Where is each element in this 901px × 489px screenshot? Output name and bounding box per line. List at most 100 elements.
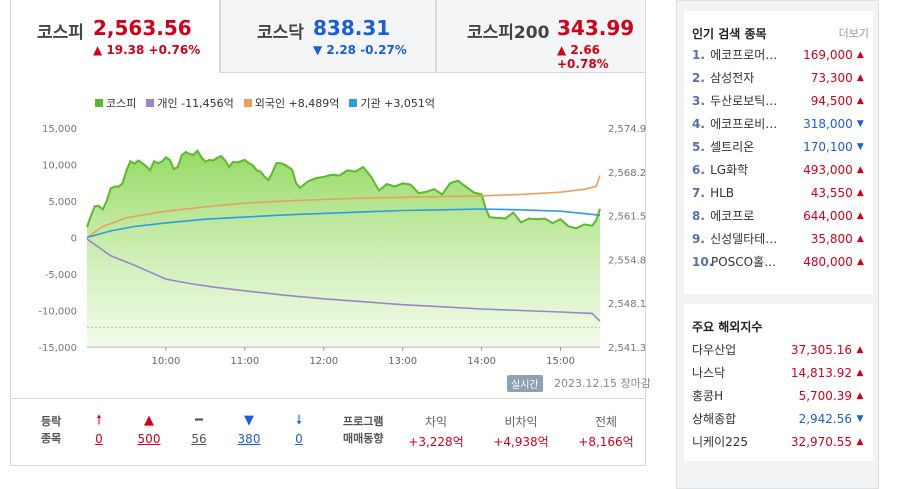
index-name[interactable]: 상해종합 (692, 412, 737, 426)
y-left-tick-label: 5,000 (48, 197, 77, 208)
stock-name[interactable]: 에코프로머… (710, 48, 778, 62)
up-arrow-icon: ▲ (856, 72, 864, 83)
popular-title: 인기 검색 종목 (692, 27, 767, 41)
overseas-index-row[interactable]: 니케이225 32,970.55 ▲ (692, 430, 868, 453)
kospi-area (87, 150, 600, 347)
y-left-tick-label: -15,000 (38, 343, 77, 354)
market-breadth-panel: 등락 종목 🠕 0 ▲ 500 ━ 56 ▼ 380 🠗 0 프로그램 매매동향 차익 +3,22… (10, 398, 646, 466)
upper-limit-arrow-icon: 🠕 (96, 413, 102, 428)
breadth-count[interactable]: 0 (95, 432, 103, 446)
popular-stock-row[interactable]: 10. POSCO홀… 480,000 ▲ (692, 250, 868, 273)
up-arrow-icon: ▲ (856, 210, 864, 221)
up-arrow-icon: ▲ (856, 95, 864, 106)
index-name[interactable]: 니케이225 (692, 435, 749, 449)
lower-limit-arrow-icon: 🠗 (296, 413, 302, 428)
stock-rank: 10. (692, 254, 714, 269)
flat-bar-icon: ━ (195, 413, 203, 428)
breadth-count[interactable]: 56 (191, 432, 207, 446)
stock-name[interactable]: 셀트리온 (710, 140, 755, 154)
more-link[interactable]: 더보기 (838, 27, 869, 40)
stock-price: 94,500 (810, 93, 853, 108)
index-name[interactable]: 홍콩H (692, 389, 724, 403)
market-overview: 코스피 2,563.56 ▲ 19.38 +0.76% 코스닥 838.31 ▼… (10, 0, 651, 489)
popular-stock-row[interactable]: 6. LG화학 493,000 ▲ (692, 158, 868, 181)
tab-kospi200[interactable]: 코스피200 343.99 ▲ 2.66 +0.78% (436, 0, 646, 73)
overseas-indices-panel: 주요 해외지수 다우산업 37,305.16 ▲ 나스닥 14,813.92 ▲ 홍콩H 5,… (684, 304, 873, 461)
index-tabs: 코스피 2,563.56 ▲ 19.38 +0.76% 코스닥 838.31 ▼… (10, 0, 646, 73)
y-left-tick-label: 10,000 (42, 161, 77, 172)
overseas-index-row[interactable]: 다우산업 37,305.16 ▲ (692, 338, 868, 361)
index-name[interactable]: 다우산업 (692, 343, 737, 357)
intraday-chart: 15,000 10,000 5,000 0 -5,000 -10,000 -15,000 2,… (38, 124, 646, 367)
up-arrow-icon: ▲ (856, 49, 864, 60)
program-arbitrage: 차익 +3,228억 (406, 413, 466, 450)
breadth-count[interactable]: 0 (295, 432, 303, 446)
stock-name[interactable]: 에코프로 (710, 209, 755, 223)
index-name[interactable]: 나스닥 (692, 366, 726, 380)
stock-name[interactable]: HLB (710, 185, 735, 200)
x-tick-label: 12:00 (309, 356, 338, 367)
program-col-title: 전체 (594, 415, 618, 429)
legend-label: 외국인 +8,489억 (254, 97, 340, 110)
y-right-tick-label: 2,574.99 (608, 124, 646, 135)
legend-swatch (243, 99, 252, 107)
individual-line (86, 238, 601, 322)
stock-rank: 3. (692, 93, 705, 108)
tab-kosdaq-name: 코스닥 (257, 23, 304, 43)
overseas-index-row[interactable]: 홍콩H 5,700.39 ▲ (692, 384, 868, 407)
down-arrow-icon: ▼ (856, 118, 864, 129)
popular-stock-row[interactable]: 7. HLB 43,550 ▲ (692, 181, 868, 204)
up-arrow-icon: ▲ (856, 344, 864, 355)
stock-price: 35,800 (810, 231, 853, 246)
popular-stock-row[interactable]: 4. 에코프로비… 318,000 ▼ (692, 112, 868, 135)
y-right-tick-label: 2,568.27 (608, 168, 646, 179)
stock-price: 73,300 (810, 70, 853, 85)
legend-individual: 개인 -11,456억 (146, 95, 234, 111)
breadth-count[interactable]: 380 (237, 432, 261, 446)
program-label-1: 프로그램 (343, 415, 384, 428)
overseas-index-row[interactable]: 나스닥 14,813.92 ▲ (692, 361, 868, 384)
y-left-tick-label: -5,000 (45, 270, 77, 281)
stock-name[interactable]: 삼성전자 (710, 71, 755, 85)
breadth-label-1: 등락 (41, 415, 62, 428)
popular-stock-row[interactable]: 8. 에코프로 644,000 ▲ (692, 204, 868, 227)
tab-kospi-change: ▲ 19.38 +0.76% (93, 43, 201, 57)
y-left-tick-label: 15,000 (42, 124, 77, 135)
popular-stock-row[interactable]: 5. 셀트리온 170,100 ▼ (692, 135, 868, 158)
popular-stock-row[interactable]: 1. 에코프로머… 169,000 ▲ (692, 43, 868, 66)
index-value: 37,305.16 (790, 342, 852, 357)
kospi-line (86, 149, 601, 230)
stock-price: 493,000 (803, 162, 853, 177)
tab-kospi-value: 2,563.56 (93, 16, 192, 40)
foreign-line (86, 175, 601, 239)
stock-name[interactable]: POSCO홀… (711, 255, 777, 269)
legend-swatch (95, 99, 103, 107)
breadth-unchanged: ━ 56 (181, 413, 217, 446)
x-tick-label: 15:00 (546, 356, 575, 367)
y-right-tick-label: 2,541.38 (608, 343, 646, 354)
stock-rank: 5. (692, 139, 705, 154)
stock-name[interactable]: 신성델타테… (710, 232, 778, 246)
overseas-index-row[interactable]: 상해종합 2,942.56 ▼ (692, 407, 868, 430)
stock-name[interactable]: 에코프로비… (710, 117, 778, 131)
stock-rank: 9. (692, 231, 705, 246)
tab-kosdaq-value: 838.31 (313, 16, 391, 40)
overseas-title: 주요 해외지수 (692, 320, 763, 334)
tab-kosdaq[interactable]: 코스닥 838.31 ▼ 2.28 -0.27% (220, 0, 436, 73)
popular-stock-row[interactable]: 2. 삼성전자 73,300 ▲ (692, 66, 868, 89)
stock-rank: 7. (692, 185, 705, 200)
stock-name[interactable]: 두산로보틱… (710, 94, 778, 108)
y-right-tick-label: 2,548.10 (608, 299, 646, 310)
popular-stock-row[interactable]: 3. 두산로보틱… 94,500 ▲ (692, 89, 868, 112)
popular-stock-row[interactable]: 9. 신성델타테… 35,800 ▲ (692, 227, 868, 250)
legend-foreign: 외국인 +8,489억 (243, 95, 340, 111)
tab-kospi-name: 코스피 (37, 23, 84, 43)
legend-label: 기관 +3,051억 (360, 97, 435, 110)
up-arrow-icon: ▲ (856, 367, 864, 378)
legend-swatch (349, 99, 358, 107)
stock-price: 318,000 (803, 116, 853, 131)
realtime-badge[interactable]: 실시간 (507, 375, 543, 392)
stock-name[interactable]: LG화학 (710, 163, 749, 177)
breadth-count[interactable]: 500 (137, 432, 161, 446)
tab-kospi[interactable]: 코스피 2,563.56 ▲ 19.38 +0.76% (10, 0, 220, 73)
